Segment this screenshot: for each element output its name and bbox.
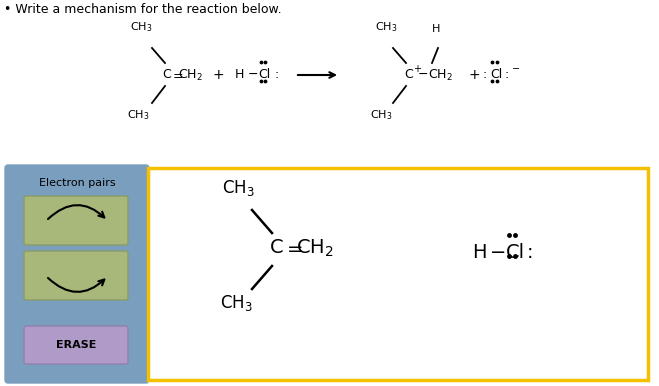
Text: C: C bbox=[270, 238, 283, 257]
FancyBboxPatch shape bbox=[24, 196, 128, 245]
Text: :: : bbox=[274, 68, 278, 81]
Text: CH$_2$: CH$_2$ bbox=[296, 238, 333, 259]
Text: Cl: Cl bbox=[506, 243, 525, 262]
Text: −: − bbox=[512, 64, 520, 74]
Text: −: − bbox=[418, 68, 428, 81]
FancyBboxPatch shape bbox=[5, 165, 149, 383]
Text: :: : bbox=[482, 68, 486, 81]
Text: CH$_3$: CH$_3$ bbox=[220, 293, 253, 313]
FancyBboxPatch shape bbox=[24, 326, 128, 364]
Text: CH$_3$: CH$_3$ bbox=[130, 20, 152, 34]
Text: Cl: Cl bbox=[258, 68, 270, 81]
Text: CH$_3$: CH$_3$ bbox=[222, 178, 255, 198]
Text: +: + bbox=[468, 68, 480, 82]
Text: CH$_2$: CH$_2$ bbox=[428, 68, 453, 83]
Text: −: − bbox=[248, 68, 258, 81]
Text: C: C bbox=[404, 68, 413, 81]
Text: $=$: $=$ bbox=[283, 238, 303, 257]
Text: CH$_3$: CH$_3$ bbox=[127, 108, 150, 122]
Text: CH$_3$: CH$_3$ bbox=[370, 108, 393, 122]
Text: +: + bbox=[413, 64, 421, 74]
Text: H: H bbox=[235, 68, 244, 81]
FancyBboxPatch shape bbox=[24, 251, 128, 300]
Text: Cl: Cl bbox=[490, 68, 502, 81]
Text: CH$_2$: CH$_2$ bbox=[178, 68, 203, 83]
Text: CH$_3$: CH$_3$ bbox=[375, 20, 397, 34]
Text: Electron pairs: Electron pairs bbox=[39, 178, 115, 188]
Text: :: : bbox=[527, 243, 534, 262]
Text: • Write a mechanism for the reaction below.: • Write a mechanism for the reaction bel… bbox=[4, 3, 281, 16]
Text: C: C bbox=[162, 68, 171, 81]
Text: H: H bbox=[432, 24, 440, 34]
Bar bbox=[148, 168, 648, 380]
Text: ERASE: ERASE bbox=[56, 340, 96, 350]
Text: +: + bbox=[213, 68, 225, 82]
Text: :: : bbox=[505, 68, 509, 81]
Text: −: − bbox=[490, 243, 506, 262]
Text: $=$: $=$ bbox=[170, 68, 184, 81]
Text: H: H bbox=[472, 243, 486, 262]
